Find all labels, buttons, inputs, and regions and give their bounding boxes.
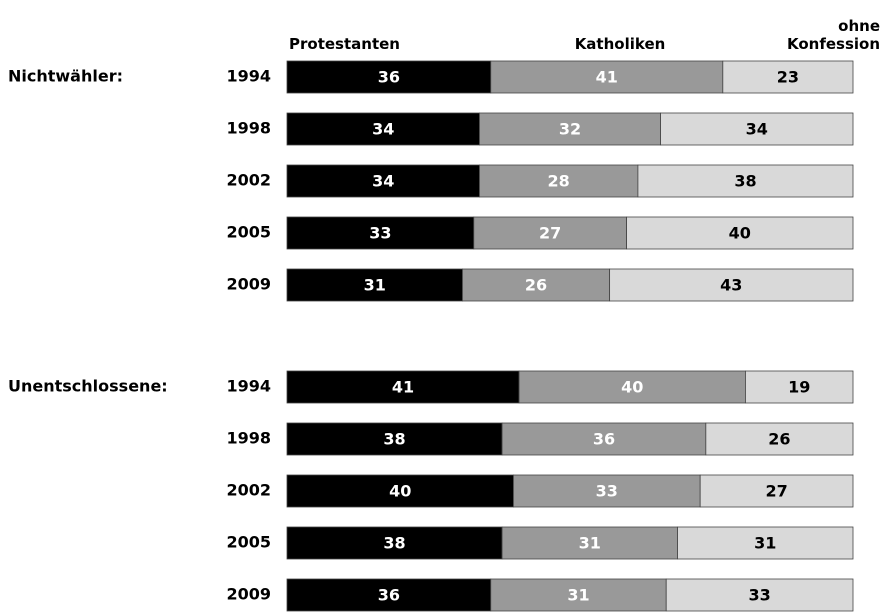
- data-label: 31: [364, 276, 386, 295]
- legend-label: ohne Konfession: [786, 17, 880, 53]
- category-label: 1998: [226, 119, 271, 138]
- bar-segment: [501, 422, 707, 456]
- data-label: 41: [596, 68, 618, 87]
- data-label: 33: [596, 482, 618, 501]
- data-label: 43: [720, 276, 742, 295]
- bar-segment: [637, 164, 854, 198]
- category-label: 2005: [226, 533, 271, 552]
- bar-segment: [513, 474, 701, 508]
- data-label: 31: [567, 586, 589, 605]
- bar-segment: [286, 474, 514, 508]
- bar-segment: [490, 60, 724, 94]
- category-label: 1994: [226, 377, 271, 396]
- bar-segment: [677, 526, 854, 560]
- data-label: 40: [389, 482, 411, 501]
- data-label: 31: [579, 534, 601, 553]
- data-label: 34: [372, 172, 394, 191]
- bar-segment: [609, 268, 854, 302]
- category-label: 2009: [226, 585, 271, 604]
- data-label: 36: [378, 586, 400, 605]
- data-label: 34: [372, 120, 394, 139]
- data-label: 41: [392, 378, 414, 397]
- bar-segment: [286, 268, 463, 302]
- bar-segment: [286, 370, 520, 404]
- category-label: 2002: [226, 481, 271, 500]
- data-label: 33: [369, 224, 391, 243]
- bar-segment: [660, 112, 854, 146]
- data-label: 33: [748, 586, 770, 605]
- bar-segment: [286, 578, 492, 612]
- data-label: 23: [777, 68, 799, 87]
- bar-segment: [490, 578, 667, 612]
- bar-segment: [286, 422, 503, 456]
- data-label: 38: [734, 172, 756, 191]
- data-label: 38: [383, 430, 405, 449]
- data-label: 27: [539, 224, 561, 243]
- bar-segment: [286, 164, 480, 198]
- data-label: 19: [788, 378, 810, 397]
- bar-segment: [705, 422, 854, 456]
- data-label: 31: [754, 534, 776, 553]
- bar-segment: [722, 60, 854, 94]
- bar-segment: [286, 60, 492, 94]
- category-label: 2009: [226, 275, 271, 294]
- bar-segment: [518, 370, 746, 404]
- data-label: 26: [768, 430, 790, 449]
- category-label: 1994: [226, 67, 271, 86]
- data-label: 40: [621, 378, 643, 397]
- legend-label: Protestanten: [289, 35, 400, 53]
- bar-segment: [626, 216, 854, 250]
- group-label: Unentschlossene:: [8, 377, 168, 396]
- bar-segment: [286, 216, 475, 250]
- bar-segment: [479, 164, 639, 198]
- category-label: 2005: [226, 223, 271, 242]
- data-label: 32: [559, 120, 581, 139]
- data-label: 34: [746, 120, 768, 139]
- category-label: 1998: [226, 429, 271, 448]
- legend-label: Katholiken: [574, 35, 666, 53]
- category-label: 2002: [226, 171, 271, 190]
- bar-segment: [745, 370, 854, 404]
- bar-segment: [665, 578, 854, 612]
- bar-segment: [462, 268, 611, 302]
- bar-segment: [286, 112, 480, 146]
- group-label: Nichtwähler:: [8, 67, 123, 86]
- data-label: 28: [548, 172, 570, 191]
- data-label: 40: [729, 224, 751, 243]
- bar-segment: [699, 474, 854, 508]
- bar-segment: [286, 526, 503, 560]
- data-label: 26: [525, 276, 547, 295]
- data-label: 27: [765, 482, 787, 501]
- data-label: 36: [593, 430, 615, 449]
- data-label: 36: [378, 68, 400, 87]
- data-label: 38: [383, 534, 405, 553]
- bar-segment: [479, 112, 661, 146]
